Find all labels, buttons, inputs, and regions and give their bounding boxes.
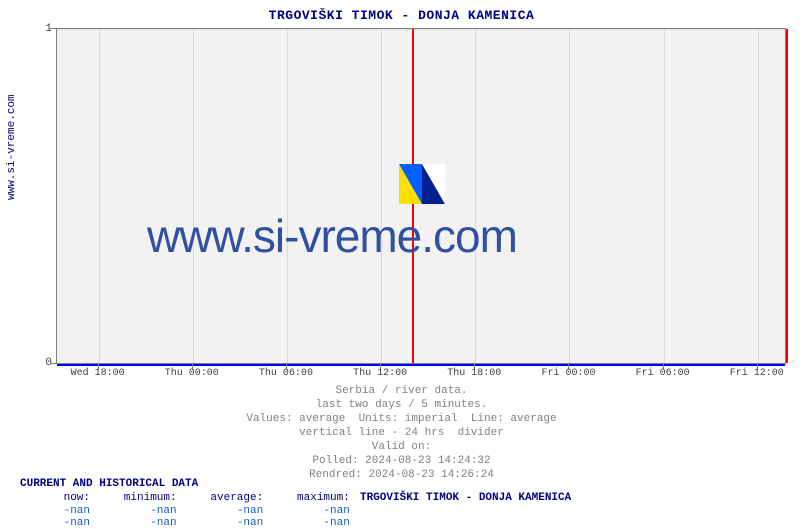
history-row: -nan -nan -nan -nan: [20, 505, 350, 517]
col-min: minimum:: [97, 492, 177, 504]
gridline: [475, 29, 476, 363]
xtick-label: Thu 12:00: [353, 368, 407, 379]
gridline: [569, 29, 570, 363]
xtick-label: Thu 06:00: [259, 368, 313, 379]
col-now: now:: [20, 492, 90, 504]
col-max: maximum:: [270, 492, 350, 504]
caption-line: Valid on:: [0, 440, 803, 454]
gridline: [57, 29, 785, 30]
cell: -nan: [183, 505, 263, 517]
caption-line: vertical line - 24 hrs divider: [0, 426, 803, 440]
cell: -nan: [20, 505, 90, 517]
caption-line: Values: average Units: imperial Line: av…: [0, 412, 803, 426]
history-row: -nan -nan -nan -nan: [20, 517, 350, 529]
end-marker: [786, 29, 788, 363]
gridline: [99, 29, 100, 363]
ytick-1: 1: [42, 23, 52, 35]
xtick-label: Thu 18:00: [447, 368, 501, 379]
caption-block: Serbia / river data. last two days / 5 m…: [0, 384, 803, 482]
yaxis-label: www.si-vreme.com: [6, 94, 18, 200]
data-line: [57, 364, 785, 366]
cell: -nan: [97, 517, 177, 529]
watermark-logo-icon: [399, 164, 445, 204]
col-avg: average:: [183, 492, 263, 504]
gridline: [758, 29, 759, 363]
cell: -nan: [20, 517, 90, 529]
history-header: CURRENT AND HISTORICAL DATA: [20, 478, 198, 490]
caption-line: Serbia / river data.: [0, 384, 803, 398]
xtick-label: Fri 12:00: [730, 368, 784, 379]
cell: -nan: [183, 517, 263, 529]
watermark-text: www.si-vreme.com: [147, 209, 517, 263]
divider-24h: [412, 29, 414, 363]
plot-area: www.si-vreme.com: [56, 28, 786, 364]
caption-line: last two days / 5 minutes.: [0, 398, 803, 412]
cell: -nan: [97, 505, 177, 517]
gridline: [193, 29, 194, 363]
cell: -nan: [270, 505, 350, 517]
cell: -nan: [270, 517, 350, 529]
gridline: [664, 29, 665, 363]
history-columns: now: minimum: average: maximum:: [20, 492, 350, 504]
xtick-label: Wed 18:00: [71, 368, 125, 379]
caption-line: Polled: 2024-08-23 14:24:32: [0, 454, 803, 468]
xtick-label: Fri 06:00: [636, 368, 690, 379]
gridline: [381, 29, 382, 363]
xtick-label: Thu 00:00: [165, 368, 219, 379]
gridline: [287, 29, 288, 363]
chart-title: TRGOVIŠKI TIMOK - DONJA KAMENICA: [0, 8, 803, 23]
xtick-label: Fri 00:00: [541, 368, 595, 379]
history-series-label: TRGOVIŠKI TIMOK - DONJA KAMENICA: [360, 492, 571, 504]
